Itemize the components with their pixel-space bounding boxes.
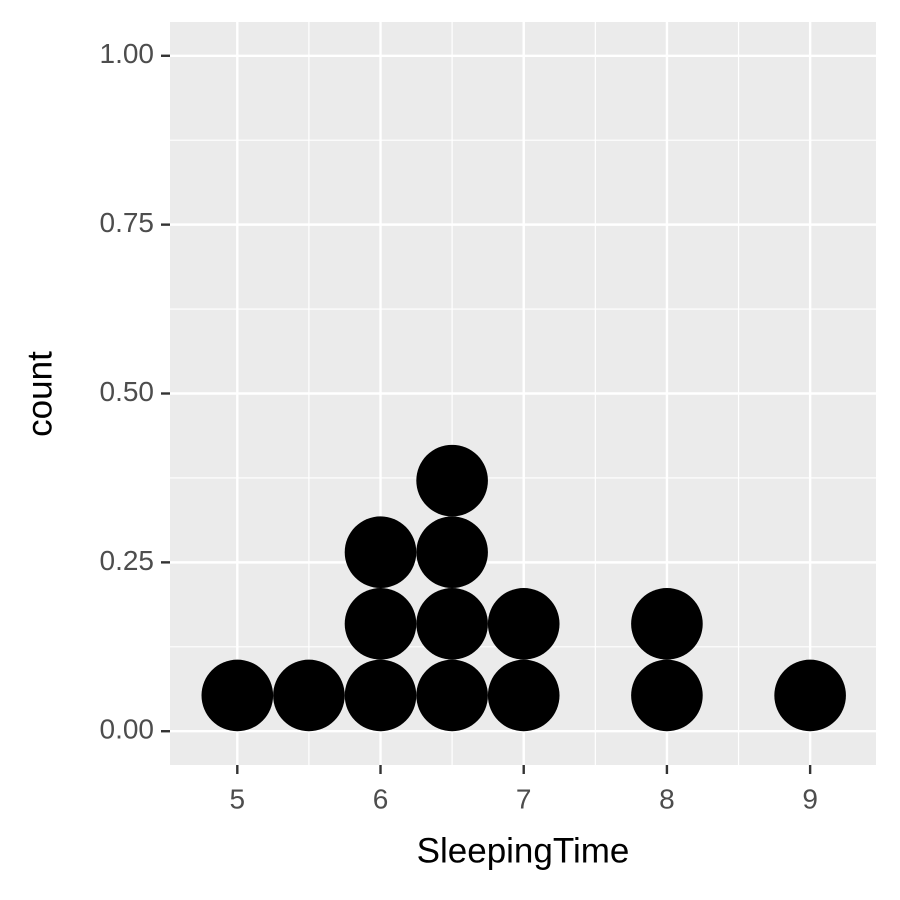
dot	[631, 659, 703, 732]
x-tick-label: 9	[802, 783, 818, 814]
y-tick-label: 0.50	[100, 376, 155, 407]
dot	[487, 588, 560, 660]
y-tick-label: 0.25	[100, 545, 155, 576]
dot	[416, 516, 488, 589]
dot	[416, 444, 488, 517]
dot	[273, 659, 345, 732]
x-tick-label: 8	[659, 783, 675, 814]
x-tick-label: 7	[516, 783, 532, 814]
dot	[631, 588, 703, 660]
dot	[416, 588, 488, 660]
x-axis-title: SleepingTime	[417, 831, 630, 870]
dot	[344, 588, 417, 660]
y-tick-label: 1.00	[100, 38, 155, 69]
dot	[344, 659, 417, 732]
y-tick-label: 0.75	[100, 207, 155, 238]
y-tick-label: 0.00	[100, 714, 155, 745]
dot	[487, 659, 560, 732]
dot	[344, 516, 417, 589]
y-axis-title: count	[20, 351, 59, 437]
dot	[416, 659, 488, 732]
dot	[774, 659, 846, 732]
x-tick-label: 6	[373, 783, 389, 814]
dot	[201, 659, 274, 732]
x-tick-label: 5	[230, 783, 246, 814]
